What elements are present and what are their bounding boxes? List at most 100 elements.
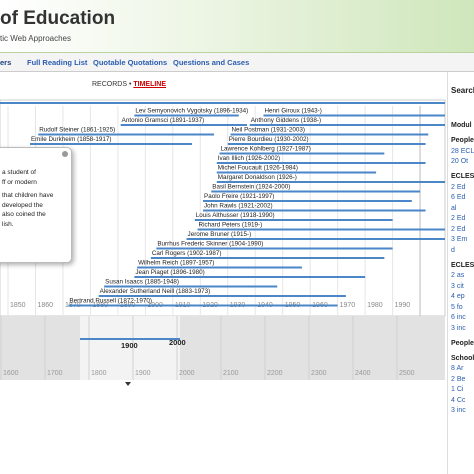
nav-link[interactable]: ers (0, 58, 12, 67)
tooltip-line: lish. (2, 220, 14, 228)
lifespan-bar (104, 285, 278, 288)
group-item[interactable]: 2 Ed (451, 215, 466, 222)
lifespan-bar (216, 181, 445, 183)
timeline[interactable]: 1850186018701880189019001910192019301940… (0, 0, 446, 474)
axis-label: 1850 (10, 302, 26, 309)
sidebar-heading: Modul (451, 122, 472, 129)
person-label: Lev Semyonovich Vygotsky (1896-1934) (135, 108, 248, 115)
overview-label: 2000 (179, 370, 195, 377)
view-tabs: RECORDS • TIMELINE (92, 81, 167, 88)
overview-label: 2300 (311, 370, 327, 377)
axis-label: 1980 (367, 302, 383, 309)
group-item[interactable]: d (451, 246, 455, 254)
group-title: ECLES1 (451, 173, 474, 180)
site-title: of Education (0, 8, 116, 29)
overview-label: 2400 (355, 370, 371, 377)
overview-major-label: 2000 (169, 338, 186, 347)
lifespan-bar (38, 133, 215, 136)
header: of Education tic Web Approaches (0, 0, 474, 53)
group-item[interactable]: 4 ep (451, 293, 465, 300)
person-label: Henri Giroux (1943-) (264, 108, 321, 115)
group-item[interactable]: 2 as (451, 272, 465, 279)
lifespan-bar (134, 114, 239, 117)
lifespan-bar (211, 190, 421, 193)
lifespan-bar (156, 247, 393, 250)
group-item[interactable]: 4 Cc (451, 396, 466, 404)
tab[interactable]: TIMELINE (133, 81, 167, 88)
group-item[interactable]: 5 fo (451, 303, 463, 311)
person-label: Louis Althusser (1918-1990) (196, 212, 275, 219)
person-label: Ivan Illich (1926-2002) (218, 155, 280, 162)
overview-label: 1800 (91, 370, 107, 377)
lifespan-bar (150, 257, 385, 259)
person-label: Paolo Freire (1921-1997) (204, 193, 274, 200)
lifespan-bar (137, 266, 302, 269)
lifespan-bar (249, 124, 445, 126)
group-item[interactable]: 6 Ed (451, 194, 466, 201)
top-strip (0, 102, 445, 104)
overview-band (0, 316, 445, 380)
lifespan-bar (230, 133, 429, 136)
timeline-band (0, 99, 446, 317)
overview-label: 1600 (3, 370, 19, 377)
group-item[interactable]: 3 inc (451, 407, 466, 414)
lifespan-bar (227, 143, 426, 145)
group-title: Schools (451, 354, 474, 362)
sidebar-heading: Search (451, 86, 474, 95)
group-item[interactable]: 3 inc (451, 324, 466, 332)
group-item[interactable]: 8 Ar (451, 365, 464, 372)
lifespan-bar (219, 152, 385, 155)
person-label: Wilhelm Reich (1897-1957) (138, 260, 214, 267)
overview-label: 1900 (135, 370, 151, 377)
axis-label: 1990 (395, 302, 411, 309)
tooltip: a student of ff or modern that children ha… (0, 147, 72, 263)
lifespan-bar (134, 276, 366, 278)
group-item[interactable]: al (451, 204, 457, 212)
person-label: Susan Isaacs (1885-1948) (105, 279, 179, 286)
group-item[interactable]: 2 Be (451, 375, 466, 383)
group-title: Peoples (451, 339, 474, 347)
axis-label: 1860 (37, 302, 53, 309)
person-label: Michel Foucault (1926-1984) (218, 165, 298, 172)
person-label: John Rawls (1921-2002) (204, 203, 273, 210)
overview-label: 2100 (223, 370, 239, 377)
group-item[interactable]: 28 ECL (451, 147, 474, 155)
group-item[interactable]: 1 Ci (451, 386, 464, 393)
group-item[interactable]: 2 Ed (451, 225, 466, 233)
tab[interactable]: RECORDS (92, 81, 128, 88)
person-label: Basil Bernstein (1924-2000) (212, 184, 290, 191)
overview-label: 1700 (47, 370, 63, 377)
person-label: Pierre Bourdieu (1930-2002) (229, 136, 309, 143)
group-item[interactable]: 2 Ed (451, 183, 466, 191)
overview-label: 2200 (267, 370, 283, 377)
overview-label: 2500 (399, 370, 415, 377)
person-label: Anthony Giddens (1938-) (251, 117, 321, 124)
tooltip-line: a student of (2, 169, 36, 176)
nav-link[interactable]: Quotable Quotations (93, 58, 168, 67)
lifespan-bar (216, 162, 426, 164)
group-item[interactable]: 20 Ot (451, 158, 469, 165)
person-label: Rudolf Steiner (1861-1925) (39, 127, 115, 134)
tooltip-line: ff or modern (2, 178, 37, 186)
tooltip-line: that children have (2, 192, 54, 199)
nav-link[interactable]: Full Reading List (27, 58, 88, 67)
group-item[interactable]: 6 inc (451, 314, 466, 321)
group-title: Peoples (451, 137, 474, 144)
close-icon[interactable] (62, 151, 68, 157)
nav-link[interactable]: Questions and Cases (173, 58, 250, 67)
person-label: Neil Postman (1931-2003) (232, 127, 306, 134)
lifespan-bar (120, 124, 247, 126)
lifespan-bar (203, 200, 412, 202)
site-subtitle: tic Web Approaches (0, 34, 72, 43)
group-item[interactable]: 3 Em (451, 236, 468, 243)
person-label: Richard Peters (1919-) (199, 222, 263, 229)
lifespan-bar (216, 171, 377, 174)
person-label: Jerome Bruner (1915-) (188, 231, 252, 238)
lifespan-bar (194, 219, 393, 221)
lifespan-bar (68, 304, 338, 307)
person-label: Jean Piaget (1896-1980) (135, 269, 204, 276)
overview-selection (80, 338, 180, 340)
tooltip-line: developed the (2, 201, 43, 209)
group-item[interactable]: 3 cit (451, 282, 464, 290)
